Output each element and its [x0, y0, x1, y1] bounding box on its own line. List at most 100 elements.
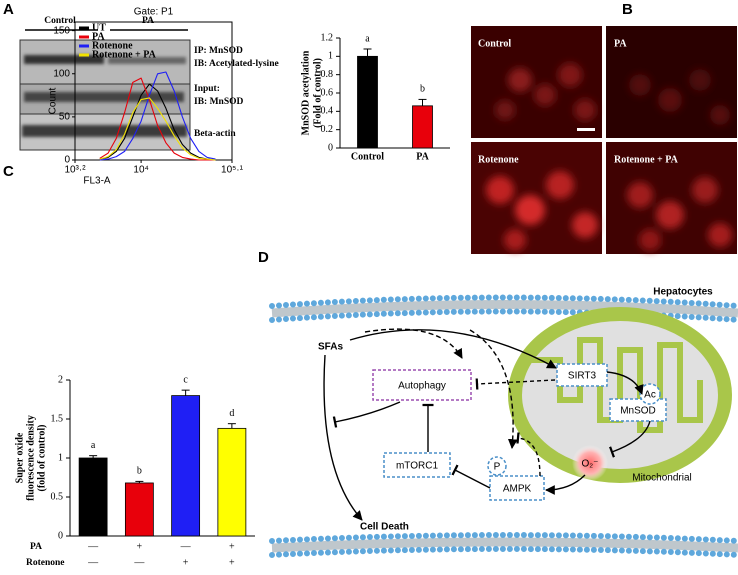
- bar-annotation: a: [91, 440, 96, 451]
- superoxide-glow: [572, 445, 608, 481]
- node-label: Autophagy: [398, 381, 446, 392]
- y-tick-label: 150: [53, 25, 70, 36]
- inhibit: [516, 432, 541, 477]
- node-label: SIRT3: [568, 371, 597, 382]
- y-axis-label: Super oxide: [14, 432, 25, 483]
- arrow: [606, 371, 644, 395]
- bar: [217, 427, 247, 537]
- blot-label: IB: Acetylated-lysine: [194, 59, 279, 69]
- y-tick-label: 0.5: [51, 491, 64, 502]
- inhibit: [332, 401, 401, 428]
- node-box: [383, 452, 451, 478]
- treatment-mark: —: [87, 557, 99, 568]
- image-label: PA: [614, 38, 627, 49]
- node-label: O₂⁻: [582, 459, 599, 470]
- cell-label: Hepatocytes: [653, 287, 713, 298]
- y-tick-label: 0: [58, 530, 63, 541]
- treatment-mark: —: [87, 541, 99, 552]
- y-tick-label: 2: [58, 374, 63, 385]
- inhibit: [609, 420, 651, 458]
- x-tick-label: PA: [416, 151, 429, 162]
- x-tick-label: 10³·²: [64, 165, 86, 176]
- node-label: mTORC1: [396, 461, 438, 472]
- legend-label: PA: [92, 31, 105, 42]
- pathway-diagram: Hepatocytes SFAs Autophagy SIRT3 Ac MnSO…: [269, 287, 738, 558]
- node-box: [556, 363, 608, 387]
- inhibit: [475, 378, 556, 390]
- treatment-mark: —: [133, 557, 145, 568]
- y-tick-label: 1.2: [321, 32, 334, 43]
- y-tick-label: 0.4: [321, 106, 334, 117]
- node-label: SFAs: [318, 342, 343, 353]
- y-axis-label: (fold of control): [36, 424, 47, 491]
- x-tick-label: 10⁴: [133, 165, 148, 176]
- legend-label: Rotenone + PA: [92, 49, 157, 60]
- node-label: Ac: [644, 390, 656, 401]
- node-box: [489, 475, 545, 501]
- y-tick-label: 1.5: [51, 413, 64, 424]
- x-tick-label: Control: [351, 151, 384, 162]
- bar-annotation: c: [183, 374, 188, 385]
- treatment-mark: +: [229, 557, 235, 568]
- x-axis-label: FL3-A: [83, 176, 111, 187]
- legend-label: Rotenone: [92, 40, 133, 51]
- image-label: Control: [478, 38, 511, 49]
- panel-label: B: [622, 1, 633, 18]
- panel-label: C: [3, 163, 14, 180]
- blot-label: IB: MnSOD: [194, 97, 243, 107]
- panel-label: D: [258, 249, 269, 266]
- inhibit: [451, 464, 491, 489]
- image-label: Rotenone: [478, 154, 519, 165]
- node-box: [487, 456, 507, 476]
- node-label: P: [494, 462, 501, 473]
- treatment-label: PA: [30, 542, 42, 552]
- arrow: [469, 329, 518, 449]
- arrow: [364, 328, 463, 359]
- bar: [78, 457, 108, 537]
- western-blot: Control PA IP: MnSOD IB: Acetylated-lysi…: [19, 16, 279, 151]
- node-label: Mitochondrial: [632, 473, 691, 484]
- scale-bar: [577, 128, 595, 131]
- y-tick-label: 0.8: [321, 69, 334, 80]
- series-line: [99, 77, 216, 161]
- bar-annotation: a: [365, 33, 370, 44]
- bar-annotation: b: [137, 466, 142, 477]
- y-axis-label: MnSOD acetylation: [300, 50, 311, 135]
- y-tick-label: 0: [64, 155, 70, 166]
- bar-annotation: b: [420, 84, 425, 95]
- bar: [412, 105, 433, 149]
- treatment-mark: +: [137, 541, 143, 552]
- y-axis-label: Count: [48, 87, 59, 114]
- treatment-mark: +: [183, 557, 189, 568]
- membrane: [269, 294, 738, 558]
- cells: [486, 63, 732, 251]
- y-tick-label: 1: [328, 51, 333, 62]
- y-axis-label: fluorescence density: [25, 415, 36, 501]
- y-tick-label: 0: [328, 142, 333, 153]
- series-line: [99, 97, 216, 161]
- node-box: [609, 398, 667, 422]
- arrow: [545, 474, 586, 495]
- blot-group: Control: [44, 16, 76, 26]
- y-tick-label: 100: [53, 68, 70, 79]
- series-line: [99, 71, 216, 161]
- image-label: Rotenone + PA: [614, 154, 679, 165]
- bar: [124, 482, 154, 537]
- blot-label: Input:: [194, 84, 220, 94]
- chart-title: Gate: P1: [134, 7, 174, 18]
- plot-frame: [74, 21, 233, 161]
- node-label: MnSOD: [620, 406, 656, 417]
- arrow: [349, 329, 557, 369]
- treatment-mark: —: [180, 541, 192, 552]
- legend-label: UT: [92, 22, 106, 33]
- y-tick-label: 50: [59, 112, 71, 123]
- blot-label: IP: MnSOD: [194, 46, 243, 56]
- y-tick-label: 0.6: [321, 87, 334, 98]
- node-label: Cell Death: [360, 522, 409, 533]
- node-label: AMPK: [503, 484, 532, 495]
- y-tick-label: 0.2: [321, 124, 334, 135]
- panel-label: A: [3, 1, 14, 18]
- blot-bands: [22, 55, 187, 137]
- x-tick-label: 10⁵·¹: [221, 165, 244, 176]
